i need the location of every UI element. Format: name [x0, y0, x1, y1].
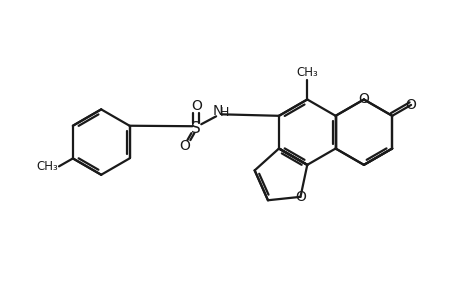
Text: O: O: [358, 92, 369, 106]
Text: O: O: [405, 98, 416, 112]
Text: O: O: [179, 139, 190, 153]
Text: CH₃: CH₃: [36, 160, 58, 173]
Text: CH₃: CH₃: [296, 66, 318, 79]
Text: O: O: [190, 99, 202, 113]
Text: N: N: [213, 104, 223, 118]
Text: O: O: [294, 190, 305, 204]
Text: S: S: [191, 121, 201, 136]
Text: H: H: [219, 106, 228, 119]
